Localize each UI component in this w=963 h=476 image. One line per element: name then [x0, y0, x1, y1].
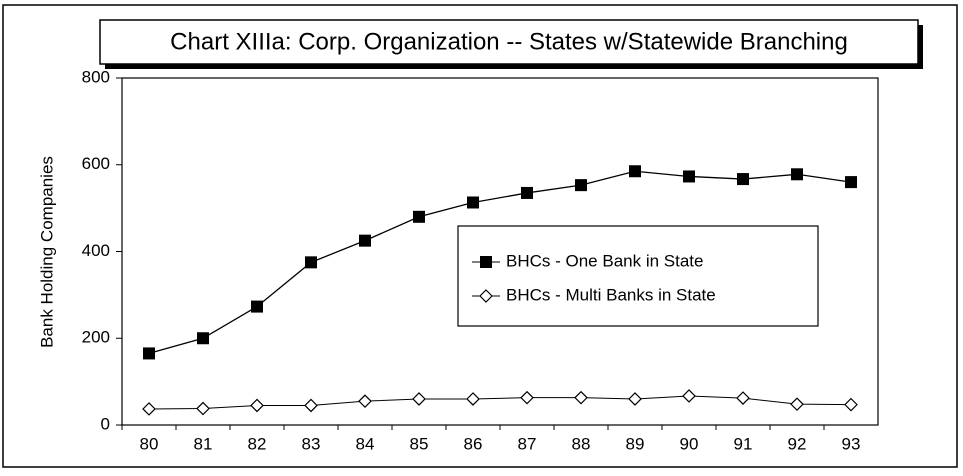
- marker: [791, 168, 803, 181]
- x-tick-label: 86: [464, 434, 483, 453]
- marker: [682, 389, 696, 403]
- marker: [412, 392, 426, 406]
- x-tick-label: 92: [788, 434, 807, 453]
- marker: [466, 392, 480, 406]
- marker: [251, 300, 263, 313]
- marker: [304, 398, 318, 413]
- marker: [629, 165, 641, 178]
- marker: [736, 391, 750, 405]
- marker: [737, 173, 749, 186]
- marker: [413, 210, 425, 223]
- x-tick-label: 80: [140, 434, 159, 453]
- marker: [844, 397, 858, 412]
- x-tick-label: 85: [410, 434, 429, 453]
- series-line: [148, 395, 852, 410]
- x-tick-label: 88: [572, 434, 591, 453]
- series-line: [148, 170, 852, 355]
- marker: [250, 398, 264, 413]
- legend-marker: [479, 289, 493, 303]
- x-tick-label: 87: [518, 434, 537, 453]
- legend-box: [457, 225, 819, 327]
- title-box: [99, 19, 919, 65]
- x-tick-label: 90: [680, 434, 699, 453]
- marker: [521, 186, 533, 199]
- x-tick-label: 91: [734, 434, 753, 453]
- legend-label: BHCs - One Bank in State: [506, 251, 703, 270]
- marker: [683, 170, 695, 183]
- marker: [575, 179, 587, 192]
- marker: [142, 402, 156, 416]
- x-tick-label: 93: [842, 434, 861, 453]
- marker: [197, 332, 209, 345]
- marker: [845, 176, 857, 189]
- x-tick-label: 81: [194, 434, 213, 453]
- marker: [196, 401, 210, 416]
- legend-marker: [480, 256, 492, 268]
- x-tick-label: 89: [626, 434, 645, 453]
- y-tick-label: 0: [101, 414, 110, 433]
- marker: [790, 397, 804, 412]
- x-tick-label: 84: [356, 434, 375, 453]
- chart-title: Chart XIIIa: Corp. Organization -- State…: [170, 28, 848, 55]
- marker: [628, 392, 642, 406]
- y-tick-label: 600: [82, 154, 110, 173]
- marker: [467, 196, 479, 209]
- x-tick-label: 83: [302, 434, 321, 453]
- marker: [358, 394, 372, 408]
- marker: [520, 390, 534, 405]
- x-tick-label: 82: [248, 434, 267, 453]
- y-axis-label: Bank Holding Companies: [37, 156, 56, 348]
- y-tick-label: 200: [82, 328, 110, 347]
- marker: [574, 390, 588, 405]
- y-tick-label: 400: [82, 241, 110, 260]
- marker: [143, 347, 155, 360]
- y-tick-label: 800: [82, 67, 110, 86]
- marker: [305, 256, 317, 269]
- marker: [359, 234, 371, 247]
- legend-label: BHCs - Multi Banks in State: [506, 285, 716, 304]
